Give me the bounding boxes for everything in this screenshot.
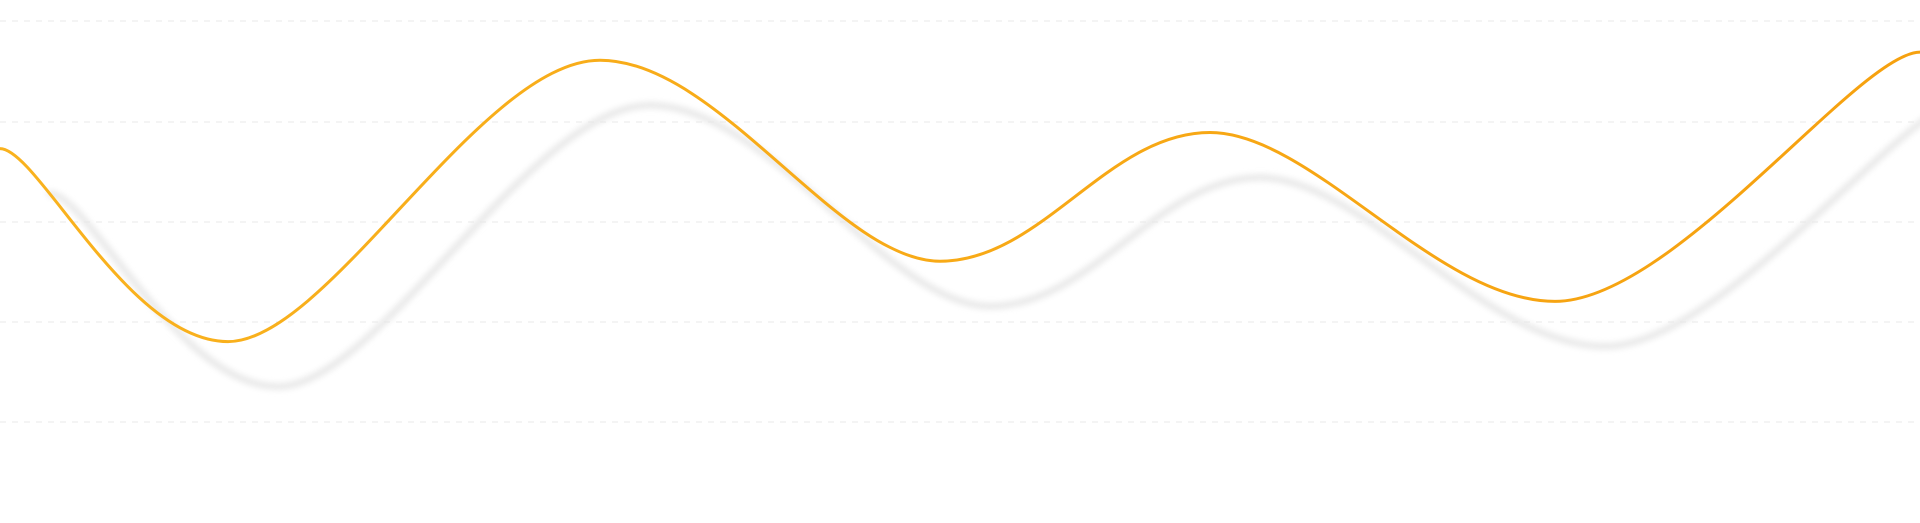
series-1-line <box>0 50 1920 344</box>
line-shadow <box>46 101 1920 391</box>
gridlines <box>0 20 1920 423</box>
series-layer <box>0 50 1920 344</box>
series-1-shadow <box>46 101 1920 391</box>
